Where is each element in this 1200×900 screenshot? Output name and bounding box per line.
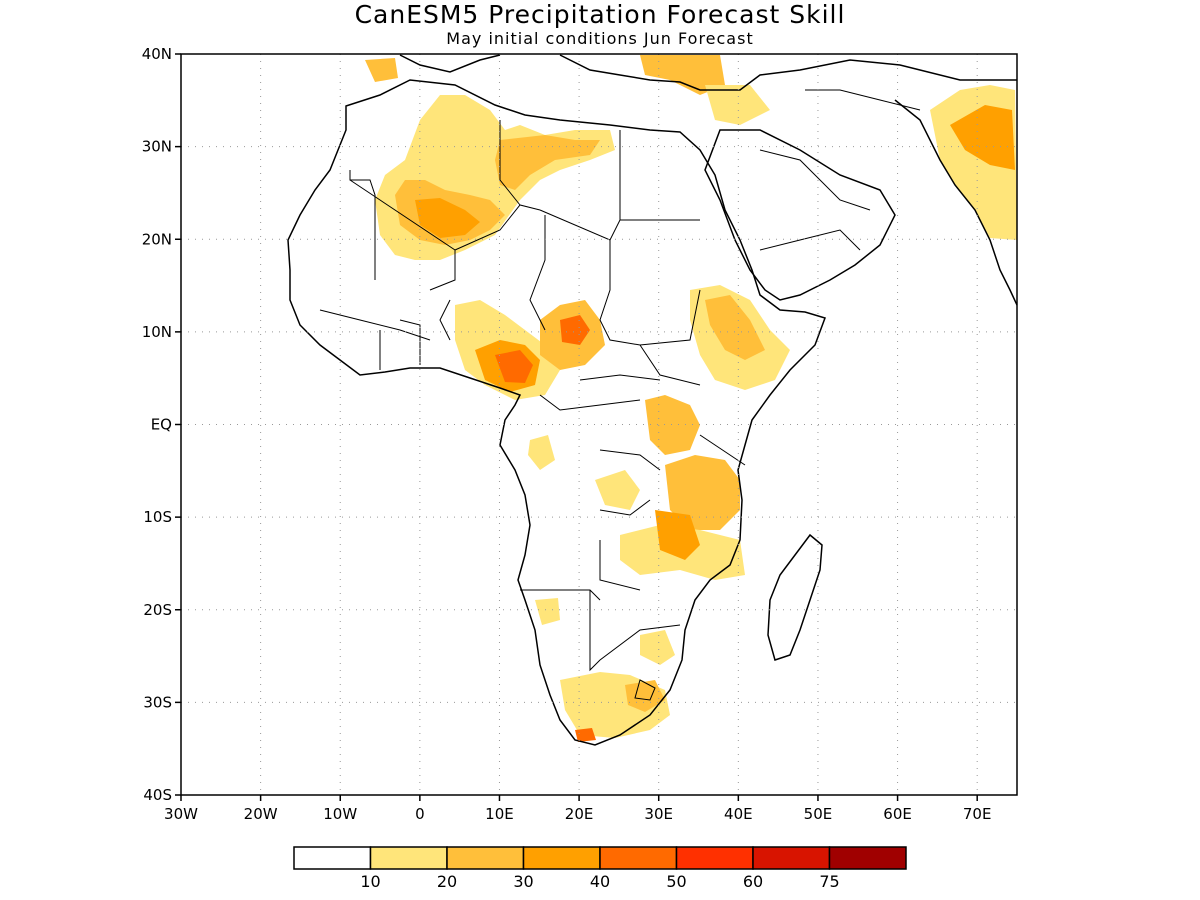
lon-tick-label: 0 xyxy=(415,805,425,823)
lat-tick-label: 30N xyxy=(142,138,172,156)
skill-region-chad-core xyxy=(560,315,590,345)
colorbar-swatch xyxy=(293,846,372,870)
colorbar-swatch xyxy=(675,846,754,870)
colorbar-label: 50 xyxy=(666,872,686,891)
coastlines xyxy=(287,54,1018,746)
lat-tick-label: 30S xyxy=(143,693,172,711)
lat-tick-label: 40S xyxy=(143,786,172,804)
lon-tick-label: 10W xyxy=(323,805,357,823)
colorbar-swatch xyxy=(599,846,678,870)
skill-region-ethiopia-core xyxy=(705,295,765,360)
lon-tick-label: 20E xyxy=(565,805,594,823)
skill-region-sahara-max xyxy=(415,198,480,238)
colorbar-label: 75 xyxy=(819,872,839,891)
europe-coastline xyxy=(559,54,1017,91)
colorbar-label: 60 xyxy=(743,872,763,891)
skill-region-congo xyxy=(595,470,640,510)
skill-region-libya xyxy=(495,135,600,190)
colorbar-swatch xyxy=(828,846,907,870)
colorbar: 10 20 30 40 50 60 75 xyxy=(293,846,907,891)
colorbar-label: 20 xyxy=(437,872,457,891)
colorbar-swatch xyxy=(522,846,601,870)
colorbar-label: 30 xyxy=(513,872,533,891)
lat-tick-label: 40N xyxy=(142,45,172,63)
skill-region-malawi xyxy=(655,510,700,560)
colorbar-label: 10 xyxy=(360,872,380,891)
lat-tick-label: 20S xyxy=(143,601,172,619)
skill-region-lakes xyxy=(645,395,700,455)
skill-region-cape xyxy=(575,728,596,742)
lon-axis: 30W 20W 10W 0 10E 20E 30E 40E 50E 60E 70E xyxy=(164,795,991,823)
africa-coastline xyxy=(287,79,826,746)
iberia-coastline xyxy=(399,54,501,73)
skill-region-mozambique-south xyxy=(640,630,675,665)
skill-region-nigeria-max xyxy=(495,350,533,383)
skill-region-namibia xyxy=(535,598,560,625)
skill-shading xyxy=(365,55,1017,742)
map-subtitle: May initial conditions Jun Forecast xyxy=(446,29,754,48)
asia-coastline xyxy=(894,99,1018,306)
arabia-coastline xyxy=(704,129,896,301)
lon-tick-label: 60E xyxy=(883,805,912,823)
lat-tick-label: 20N xyxy=(142,230,172,248)
country-borders xyxy=(319,89,921,701)
lon-tick-label: 70E xyxy=(963,805,992,823)
colorbar-label: 40 xyxy=(590,872,610,891)
skill-region-morocco xyxy=(365,58,398,82)
lat-axis: 40N 30N 20N 10N EQ 10S 20S 30S 40S xyxy=(142,45,181,804)
colorbar-swatch xyxy=(369,846,448,870)
lat-tick-label: 10N xyxy=(142,323,172,341)
skill-region-asia-core xyxy=(950,105,1015,170)
lon-tick-label: 20W xyxy=(244,805,278,823)
colorbar-swatch xyxy=(752,846,831,870)
colorbar-swatch xyxy=(446,846,525,870)
lat-tick-label: EQ xyxy=(151,416,172,434)
lon-tick-label: 10E xyxy=(485,805,514,823)
lon-tick-label: 30W xyxy=(164,805,198,823)
lon-tick-label: 40E xyxy=(724,805,753,823)
lon-tick-label: 50E xyxy=(804,805,833,823)
lon-tick-label: 30E xyxy=(644,805,673,823)
skill-region-sahara xyxy=(375,95,615,260)
skill-region-med xyxy=(640,55,725,95)
skill-region-gabon xyxy=(528,435,555,470)
lat-tick-label: 10S xyxy=(143,508,172,526)
map-title: CanESM5 Precipitation Forecast Skill xyxy=(354,0,846,29)
skill-region-levant xyxy=(705,85,770,125)
madagascar-coastline xyxy=(767,533,823,661)
skill-region-tanzania xyxy=(665,455,740,530)
